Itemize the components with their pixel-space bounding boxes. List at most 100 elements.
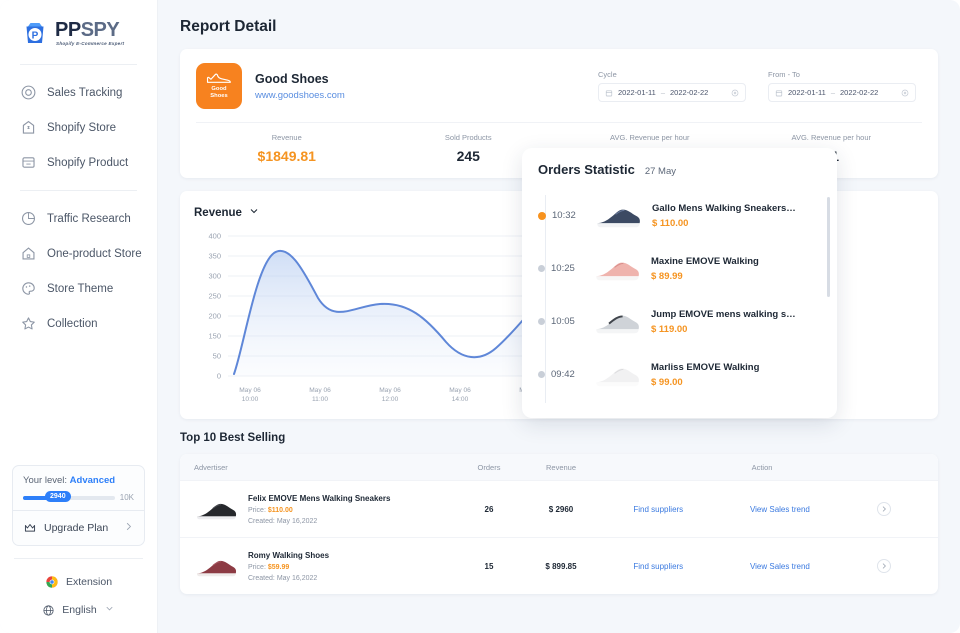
order-meta: Maxine EMOVE Walking $ 89.99 xyxy=(651,256,759,282)
row-orders: 15 xyxy=(484,561,494,571)
ppspy-logo-icon: P xyxy=(20,18,50,48)
sidebar-item-label: Shopify Store xyxy=(47,121,117,134)
orders-scrollbar[interactable] xyxy=(827,197,830,297)
brand-tile-line2: Shoes xyxy=(210,93,228,99)
table-row[interactable]: Romy Walking Shoes Price: $59.99 Created… xyxy=(180,537,938,594)
list-item[interactable]: 10:05 Jump EMOVE mens walking s… $ 119.0… xyxy=(538,295,823,348)
level-text: Your level: Advanced xyxy=(23,475,134,486)
row-revenue: $ 899.85 xyxy=(545,561,577,571)
logo-pp: PP xyxy=(55,18,81,41)
cycle-field: Cycle 2022-01-11 – 2022-02-22 xyxy=(598,70,746,102)
chevron-down-icon[interactable] xyxy=(248,204,260,222)
orders-statistic-panel: Orders Statistic 27 May 10:32 xyxy=(522,148,837,418)
sidebar-item-one-product-store[interactable]: One-product Store xyxy=(0,236,157,271)
product-info: Romy Walking Shoes Price: $59.99 Created… xyxy=(248,551,329,582)
svg-text:50: 50 xyxy=(213,352,221,361)
sidebar-item-collection[interactable]: Collection xyxy=(0,306,157,341)
from-to-from: 2022-01-11 xyxy=(788,88,826,97)
brand-url-link[interactable]: www.goodshoes.com xyxy=(255,89,345,101)
chevron-down-icon xyxy=(104,601,115,619)
from-to-field: From - To 2022-01-11 – 2022-02-22 xyxy=(768,70,916,102)
product-created-line: Created: May 16,2022 xyxy=(248,575,329,582)
sidebar-item-sales-tracking[interactable]: Sales Tracking xyxy=(0,75,157,110)
sidebar-item-traffic-research[interactable]: Traffic Research xyxy=(0,201,157,236)
svg-text:400: 400 xyxy=(208,232,221,241)
product-name: Romy Walking Shoes xyxy=(248,550,330,560)
stat-caption: Sold Products xyxy=(444,133,492,142)
calendar-icon xyxy=(605,84,613,102)
sidebar-nav-secondary: Traffic Research One-product Store xyxy=(0,197,157,345)
created-label: Created: xyxy=(248,517,275,525)
stat-caption: AVG. Revenue per hour xyxy=(791,133,872,142)
stat-caption: Revenue xyxy=(271,133,302,142)
timeline-dot xyxy=(538,265,545,272)
order-product-name: Gallo Mens Walking Sneakers… xyxy=(652,202,796,214)
upgrade-plan-button[interactable]: Upgrade Plan xyxy=(13,510,144,545)
find-suppliers-link[interactable]: Find suppliers xyxy=(633,504,684,514)
stat-revenue: Revenue $1849.81 xyxy=(196,133,378,164)
row-actions: Find suppliers View Sales trend xyxy=(600,502,924,516)
language-selector[interactable]: English xyxy=(0,595,157,625)
stat-value: 245 xyxy=(456,148,480,164)
svg-text:May 06: May 06 xyxy=(239,387,261,394)
product-price-line: Price: $110.00 xyxy=(248,507,390,514)
stat-caption: AVG. Revenue per hour xyxy=(610,133,690,142)
logo-spy: SPY xyxy=(80,18,120,41)
column-header-action: Action xyxy=(751,462,773,472)
svg-text:May 06: May 06 xyxy=(379,387,401,394)
chevron-right-icon[interactable] xyxy=(876,559,891,573)
timeline-line xyxy=(545,195,546,403)
sidebar-spacer xyxy=(0,345,157,465)
from-to-separator: – xyxy=(830,88,835,97)
extension-link[interactable]: Extension xyxy=(0,569,157,595)
order-time: 10:25 xyxy=(551,263,575,274)
cycle-to: 2022-02-22 xyxy=(669,88,709,97)
timeline-dot xyxy=(538,318,545,325)
logo-text: PPSPY Shopify E-Commerce Expert xyxy=(55,20,124,47)
brand-tile-line1: Good xyxy=(211,86,227,93)
sidebar-item-store-theme[interactable]: Store Theme xyxy=(0,271,157,306)
product-created: May 16,2022 xyxy=(276,574,318,582)
sidebar-nav-primary: Sales Tracking Shopify Store xyxy=(0,71,157,184)
product-thumbnail-maroon-sneaker xyxy=(194,550,238,582)
find-suppliers-link[interactable]: Find suppliers xyxy=(633,561,684,571)
home-icon xyxy=(20,245,37,262)
product-cell: Romy Walking Shoes Price: $59.99 Created… xyxy=(194,550,456,582)
product-created: May 16,2022 xyxy=(276,517,318,525)
sidebar-item-shopify-product[interactable]: Shopify Product xyxy=(0,145,157,180)
revenue-chart-header[interactable]: Revenue xyxy=(194,204,924,222)
view-sales-trend-link[interactable]: View Sales trend xyxy=(749,561,810,571)
order-price: $ 99.00 xyxy=(651,376,683,388)
app-logo[interactable]: P PPSPY Shopify E-Commerce Expert xyxy=(0,0,157,58)
pie-chart-icon xyxy=(20,210,37,227)
target-icon xyxy=(20,84,37,101)
chevron-right-icon[interactable] xyxy=(876,502,891,516)
list-item[interactable]: 09:42 Marliss EMOVE Walking $ 99.00 xyxy=(538,348,823,401)
sidebar-item-label: Traffic Research xyxy=(47,212,131,225)
timeline-dot xyxy=(538,371,545,378)
svg-text:0: 0 xyxy=(217,372,221,381)
from-to-date-range-input[interactable]: 2022-01-11 – 2022-02-22 xyxy=(768,83,916,102)
list-item[interactable]: 10:25 Maxine EMOVE Walking $ 89.99 xyxy=(538,242,823,295)
product-name: Felix EMOVE Mens Walking Sneakers xyxy=(248,493,391,503)
order-price: $ 110.00 xyxy=(652,217,689,229)
list-item[interactable]: 10:32 Gallo Mens Walking Sneakers… $ 110… xyxy=(538,189,823,242)
brand-tile-text: Good Shoes xyxy=(210,86,227,99)
logo-tagline: Shopify E-Commerce Expert xyxy=(56,40,125,46)
table-row[interactable]: Felix EMOVE Mens Walking Sneakers Price:… xyxy=(180,480,938,537)
view-sales-trend-link[interactable]: View Sales trend xyxy=(749,504,810,514)
cycle-date-range-input[interactable]: 2022-01-11 – 2022-02-22 xyxy=(598,83,746,102)
level-label: Your level: xyxy=(23,475,68,486)
svg-text:May 06: May 06 xyxy=(309,387,331,394)
stat-value: $1849.81 xyxy=(257,148,316,164)
sidebar-item-shopify-store[interactable]: Shopify Store xyxy=(0,110,157,145)
clear-icon[interactable] xyxy=(901,84,909,102)
clear-icon[interactable] xyxy=(731,84,739,102)
sidebar-item-label: One-product Store xyxy=(47,247,142,260)
svg-text:250: 250 xyxy=(208,292,221,301)
stat-sold-products: Sold Products 245 xyxy=(378,133,560,164)
language-label: English xyxy=(62,604,97,616)
order-thumbnail-pink-sneaker xyxy=(593,252,641,286)
orders-statistic-header: Orders Statistic 27 May xyxy=(522,162,837,189)
